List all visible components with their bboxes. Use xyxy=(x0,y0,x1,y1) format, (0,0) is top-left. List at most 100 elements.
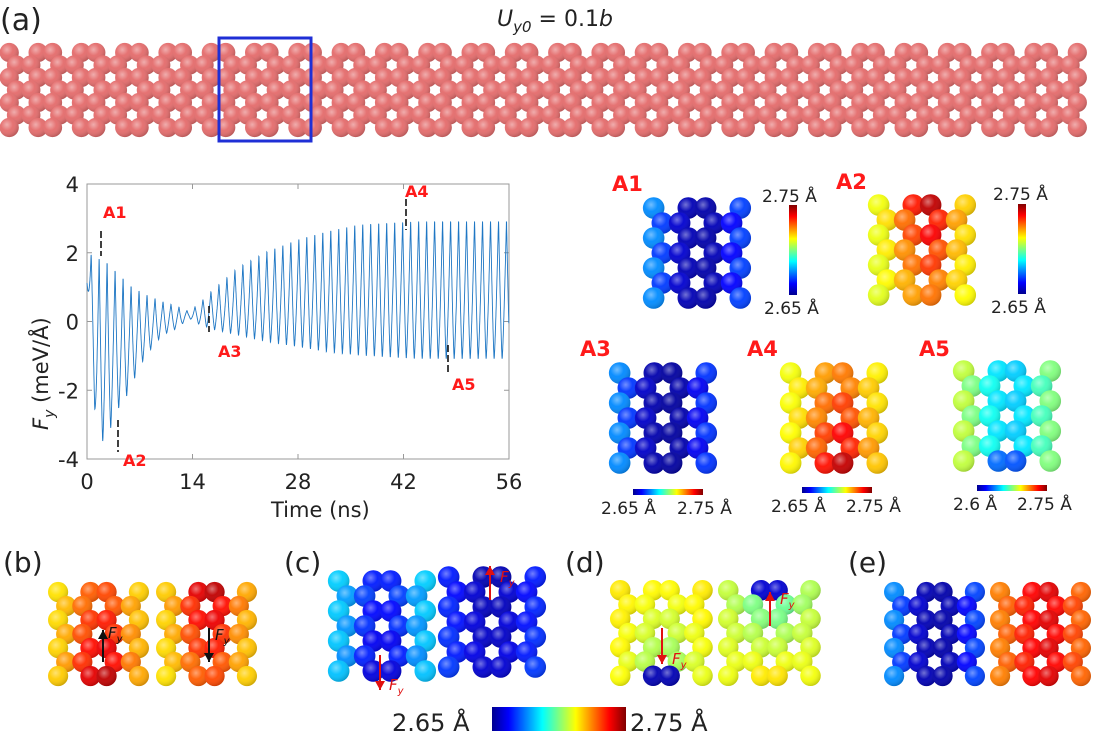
arrow-head-icon xyxy=(657,655,667,664)
atom-shading xyxy=(548,117,568,138)
annotation-a5: A5 xyxy=(447,345,476,394)
atom-shading xyxy=(128,665,149,687)
annotation-label: A1 xyxy=(103,203,127,222)
arrow-head-icon xyxy=(375,681,385,690)
atom-shading xyxy=(937,117,958,138)
atom-shading xyxy=(1022,665,1043,687)
highlight-box xyxy=(217,36,313,143)
x-axis-label: Time (ns) xyxy=(270,498,370,522)
title-subscript: y0 xyxy=(512,18,531,36)
inset-label-a1: A1 xyxy=(612,172,643,196)
atom-shading xyxy=(42,117,63,138)
atom-shading xyxy=(750,665,772,687)
y-label-subscript: y xyxy=(42,409,58,419)
atom-shading xyxy=(86,117,106,138)
panel-label-b: (b) xyxy=(3,546,43,579)
colorbar-a2-min: 2.65 Å xyxy=(991,296,1046,318)
atom-shading xyxy=(908,117,929,138)
atom-shading xyxy=(987,450,1010,472)
atom-shading xyxy=(288,117,308,138)
atom-shading xyxy=(115,117,135,138)
atom-shading xyxy=(995,117,1015,138)
atomic-cluster-b1 xyxy=(48,581,149,687)
x-tick-label: 42 xyxy=(390,470,417,494)
atom-shading xyxy=(807,117,828,138)
force-symbol: F xyxy=(672,650,681,668)
force-arrow: Fy xyxy=(98,624,124,662)
atomic-cluster-a1 xyxy=(642,197,752,309)
atom-shading xyxy=(779,452,802,474)
atom-shading xyxy=(767,665,788,687)
force-subscript: y xyxy=(397,686,405,697)
colorbar-a4 xyxy=(802,487,872,493)
force-symbol: F xyxy=(500,568,509,586)
force-subscript: y xyxy=(508,578,516,589)
atom-shading xyxy=(642,287,665,309)
colorbar-a4-min: 2.65 Å xyxy=(771,495,826,517)
atom-shading xyxy=(649,117,669,138)
atom-shading xyxy=(461,117,481,138)
arrow-head-icon xyxy=(204,653,214,662)
y-tick-label: -4 xyxy=(58,448,79,472)
force-subscript: y xyxy=(680,660,688,671)
atom-shading xyxy=(432,117,452,138)
atom-shading xyxy=(1039,450,1062,472)
colorbar-a1-min: 2.65 Å xyxy=(764,297,819,319)
atomic-cluster-d2 xyxy=(717,579,821,687)
force-arrow: Fy xyxy=(765,590,796,626)
atom-shading xyxy=(362,660,385,682)
force-symbol: F xyxy=(780,590,789,608)
annotation-a3: A3 xyxy=(208,306,242,361)
atom-shading xyxy=(204,665,225,687)
atomic-cluster-a2 xyxy=(867,194,977,306)
force-arrow: Fy xyxy=(657,628,688,671)
annotation-label: A3 xyxy=(218,342,242,361)
colorbar-a3 xyxy=(633,489,703,495)
force-symbol: F xyxy=(108,624,117,642)
force-subscript: y xyxy=(116,634,124,645)
atom-shading xyxy=(677,287,700,309)
colorbar-a3-min: 2.65 Å xyxy=(601,497,656,519)
atom-shading xyxy=(28,117,48,138)
atom-shading xyxy=(591,117,611,138)
y-tick-label: -2 xyxy=(58,379,79,403)
atom-shading xyxy=(1038,665,1059,687)
force-label: Fy xyxy=(672,650,688,671)
atom-shading xyxy=(609,665,631,687)
x-tick-label: 0 xyxy=(80,470,93,494)
atom-shading xyxy=(643,452,666,474)
atom-shading xyxy=(379,660,402,682)
atom-shading xyxy=(695,452,718,474)
colorbar-a5-max: 2.75 Å xyxy=(1017,493,1072,515)
atom-shading xyxy=(605,117,626,138)
atom-shading xyxy=(1070,665,1091,687)
annotation-a1: A1 xyxy=(100,203,127,256)
atom-shading xyxy=(634,117,654,138)
atom-shading xyxy=(158,117,178,138)
atom-shading xyxy=(475,117,496,138)
atomic-ribbon xyxy=(0,42,1087,138)
atom-shading xyxy=(831,452,854,474)
atom-shading xyxy=(721,117,741,138)
colorbar-a3-max: 2.75 Å xyxy=(677,497,732,519)
x-tick-label: 56 xyxy=(496,470,523,494)
atomic-cluster-e2 xyxy=(990,581,1091,687)
force-subscript: y xyxy=(788,600,796,611)
atom-shading xyxy=(608,452,631,474)
panel-label-d: (d) xyxy=(565,546,605,579)
atom-shading xyxy=(952,117,972,138)
atom-shading xyxy=(80,665,101,687)
inset-label-a3: A3 xyxy=(580,337,611,361)
y-label-unit: (meV/Å) xyxy=(27,317,53,409)
y-axis-label: Fy (meV/Å) xyxy=(27,317,58,430)
atomic-cluster-b2 xyxy=(156,581,257,687)
force-arrow: Fy xyxy=(375,655,405,697)
atom-shading xyxy=(884,665,905,687)
atom-shading xyxy=(519,117,539,138)
atom-shading xyxy=(779,117,799,138)
y-label-symbol: F xyxy=(29,417,53,430)
force-label: Fy xyxy=(780,590,796,611)
atom-shading xyxy=(374,117,395,138)
atom-shading xyxy=(156,665,177,687)
